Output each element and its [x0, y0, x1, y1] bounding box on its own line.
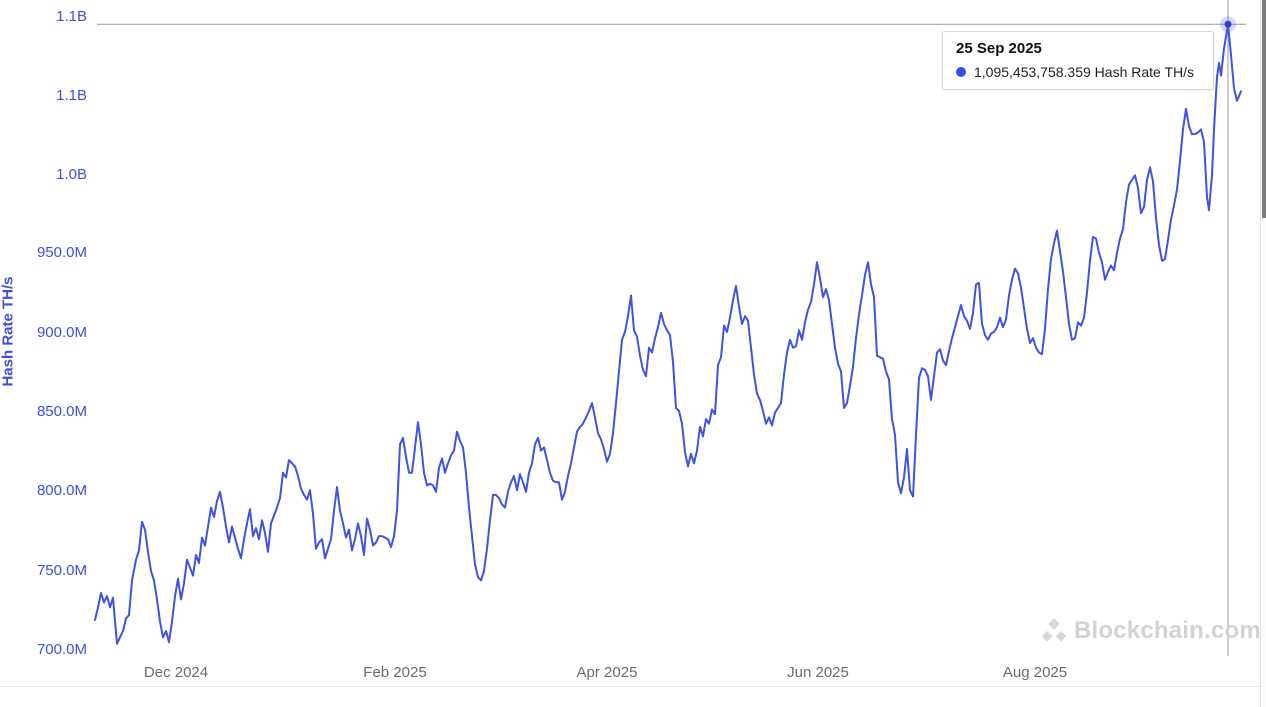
y-tick-label: 800.0M — [36, 482, 87, 499]
x-tick-label: Feb 2025 — [363, 664, 427, 681]
chart-tooltip: 25 Sep 2025 1,095,453,758.359 Hash Rate … — [942, 31, 1214, 90]
x-tick-label: Jun 2025 — [787, 664, 849, 681]
vertical-scrollbar[interactable] — [1260, 0, 1266, 707]
y-tick-label: 850.0M — [36, 403, 87, 420]
y-tick-label: 900.0M — [36, 324, 87, 341]
y-tick-label: 750.0M — [36, 562, 87, 579]
blockchain-watermark-link[interactable]: Blockchain.com — [1040, 617, 1261, 645]
watermark-text: Blockchain.com — [1074, 617, 1261, 644]
y-tick-label: 700.0M — [36, 641, 87, 658]
blockchain-logo-icon — [1041, 618, 1067, 642]
tooltip-date: 25 Sep 2025 — [956, 40, 1042, 57]
y-tick-label: 1.1B — [56, 8, 87, 25]
y-tick-label: 950.0M — [36, 244, 87, 261]
tooltip-series-dot-icon — [956, 67, 966, 77]
scrollbar-thumb[interactable] — [1262, 0, 1266, 218]
y-tick-label: 1.1B — [56, 87, 87, 104]
x-tick-label: Aug 2025 — [1002, 664, 1068, 681]
bottom-divider — [0, 686, 1266, 687]
tooltip-value: 1,095,453,758.359 Hash Rate TH/s — [974, 64, 1195, 80]
y-tick-label: 1.0B — [56, 166, 87, 183]
hash-rate-series-line — [94, 23, 1242, 645]
x-tick-label: Apr 2025 — [576, 664, 638, 681]
hovered-point-marker — [1224, 20, 1232, 28]
x-tick-label: Dec 2024 — [143, 664, 209, 681]
